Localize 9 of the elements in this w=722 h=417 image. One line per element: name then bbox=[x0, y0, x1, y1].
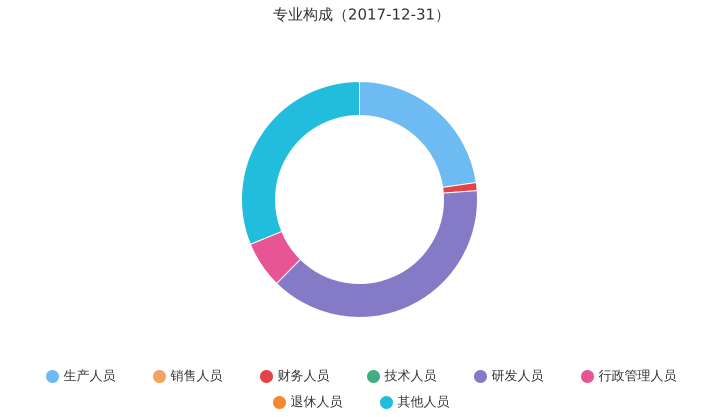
legend-label: 技术人员 bbox=[384, 369, 436, 384]
chart-title: 专业构成（2017-12-31） bbox=[272, 6, 450, 24]
legend-label: 其他人员 bbox=[398, 395, 450, 410]
legend-label: 财务人员 bbox=[278, 369, 330, 384]
legend-label: 研发人员 bbox=[492, 369, 544, 384]
legend-label: 销售人员 bbox=[170, 369, 222, 384]
legend-label: 退休人员 bbox=[290, 395, 342, 410]
legend-label: 行政管理人员 bbox=[598, 369, 676, 384]
legend-label: 生产人员 bbox=[64, 369, 116, 384]
